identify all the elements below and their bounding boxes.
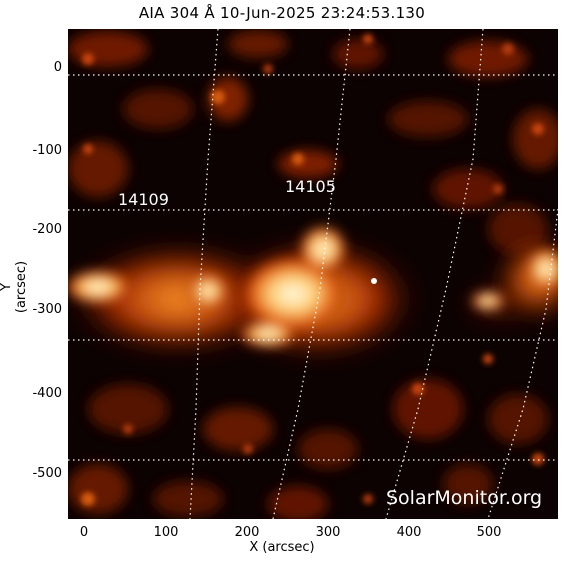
heliographic-grid — [68, 29, 558, 519]
x-tick-label: 100 — [153, 525, 179, 540]
solar-image-canvas — [68, 29, 558, 519]
y-tick-label: -200 — [32, 222, 62, 237]
y-tick-label: -500 — [32, 466, 62, 481]
image-title: AIA 304 Å 10-Jun-2025 23:24:53.130 — [138, 4, 426, 22]
x-axis-label: X (arcsec) — [249, 540, 315, 555]
y-tick-label: 0 — [53, 60, 62, 75]
x-tick-label: 300 — [315, 525, 341, 540]
x-tick-label: 500 — [476, 525, 502, 540]
solar-image — [68, 29, 558, 519]
x-tick-label: 200 — [234, 525, 260, 540]
y-tick-label: -300 — [32, 302, 62, 317]
network-texture — [68, 30, 558, 519]
flare-kernel — [371, 278, 377, 284]
active-region-cores — [68, 224, 558, 348]
y-tick-label: -100 — [32, 143, 62, 158]
region-label-14109: 14109 — [118, 190, 169, 209]
region-label-14105: 14105 — [285, 177, 336, 196]
network-brightenings — [81, 34, 544, 506]
watermark: SolarMonitor.org — [386, 487, 543, 509]
y-axis-label: Y (arcsec) — [0, 260, 29, 314]
y-tick-label: -400 — [32, 386, 62, 401]
x-tick-label: 0 — [79, 525, 89, 540]
x-tick-label: 400 — [396, 525, 422, 540]
